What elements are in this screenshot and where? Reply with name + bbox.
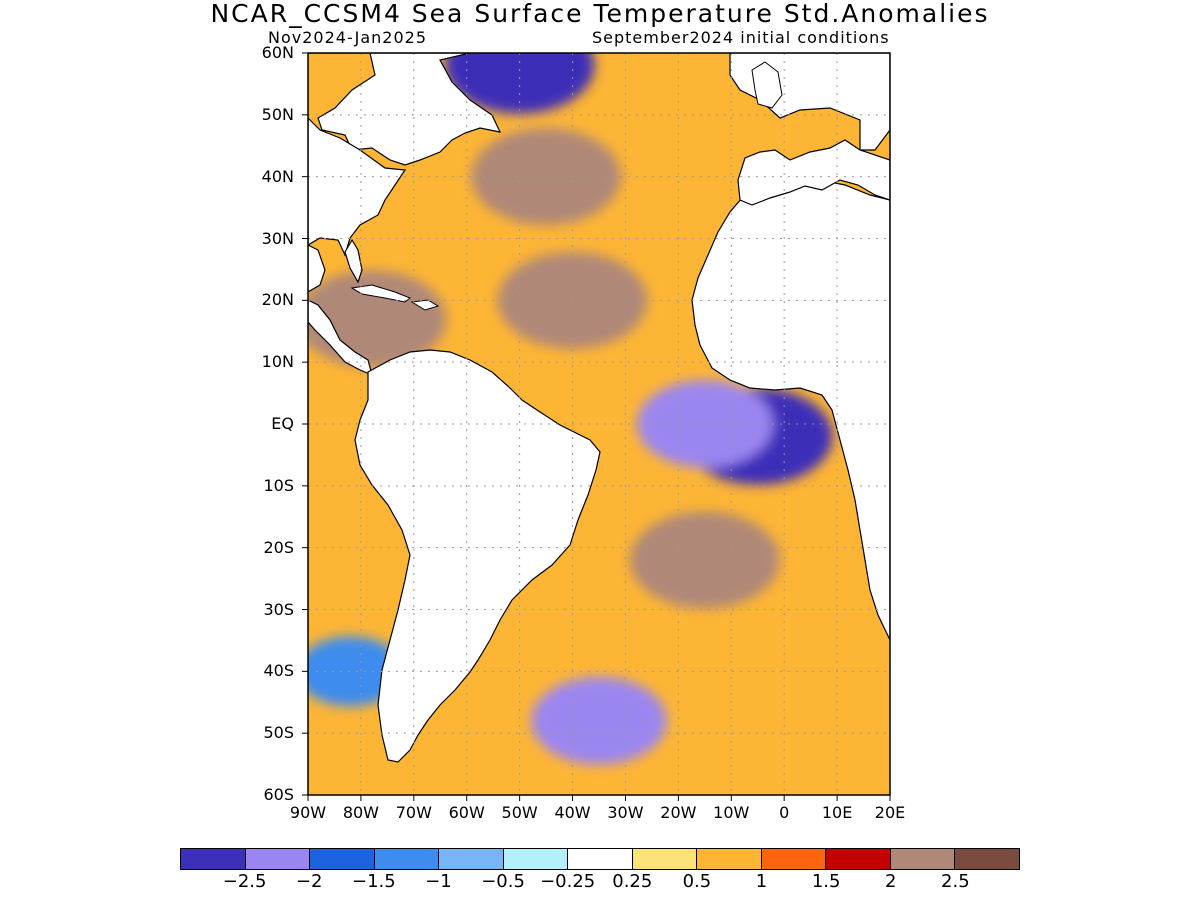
colorbar-swatch xyxy=(955,849,1019,869)
lon-label: 40W xyxy=(554,803,591,822)
anomaly-region-south-subtropical-warm xyxy=(629,511,780,609)
lat-label: 50S xyxy=(263,723,294,743)
british-isles-land xyxy=(751,61,783,109)
colorbar-label: −1 xyxy=(425,871,452,892)
colorbar-label: −0.25 xyxy=(540,871,596,892)
lon-label: 60W xyxy=(448,803,485,822)
colorbar-label: −1.5 xyxy=(351,871,396,892)
lat-label: 20S xyxy=(263,537,294,557)
cuba-land xyxy=(350,284,411,303)
lon-label: 10E xyxy=(821,803,853,822)
colorbar-swatch xyxy=(439,849,504,869)
colorbar-label: −0.5 xyxy=(481,871,525,892)
lat-label: 60S xyxy=(263,785,294,804)
colorbar-label: −2 xyxy=(295,871,323,892)
lon-label: 50W xyxy=(501,803,538,822)
map-title: NCAR_CCSM4 Sea Surface Temperature Std.A… xyxy=(210,0,990,28)
colorbar-swatch xyxy=(503,849,569,869)
colorbar-label: 1 xyxy=(755,871,768,892)
florida-land xyxy=(344,238,363,284)
land-masses xyxy=(308,53,890,763)
colorbar-swatch xyxy=(310,849,375,869)
lat-label: 20N xyxy=(261,290,294,310)
lat-label: 40N xyxy=(261,166,294,186)
lat-label: 10N xyxy=(261,352,294,372)
colorbar-label: 0.5 xyxy=(682,871,712,892)
north-america-land xyxy=(308,53,502,166)
lon-label: 70W xyxy=(395,803,432,822)
colorbar-swatch xyxy=(761,849,827,869)
lon-label: 80W xyxy=(342,803,379,822)
lat-label: 30N xyxy=(261,228,294,248)
initial-conditions: September2024 initial conditions xyxy=(592,28,890,47)
colorbar-swatch xyxy=(568,849,633,869)
lat-label: EQ xyxy=(271,414,294,433)
eastern-us-land xyxy=(308,117,407,257)
colorbar-swatch xyxy=(826,849,891,869)
colorbar-swatch xyxy=(245,849,311,869)
anomaly-region-north-atlantic-cold xyxy=(444,53,595,114)
colorbar-swatch xyxy=(374,849,440,869)
lat-label: 60N xyxy=(261,43,294,62)
lat-label: 10S xyxy=(263,475,294,495)
graticule xyxy=(308,53,890,795)
colorbar-label: 2 xyxy=(885,871,897,892)
colorbar-swatch xyxy=(697,849,762,869)
lat-label: 40S xyxy=(263,661,294,681)
anomaly-region-guinea-coast-cold xyxy=(636,380,773,468)
lat-label: 30S xyxy=(263,599,294,619)
colorbar-label: −2.5 xyxy=(222,871,267,892)
colorbar-swatch xyxy=(181,849,246,869)
lon-label: 20W xyxy=(660,803,697,822)
anomaly-region-southwest-cold xyxy=(531,676,667,765)
lon-label: 10W xyxy=(713,803,750,822)
colorbar-swatch xyxy=(890,849,956,869)
lon-label: 0 xyxy=(779,803,790,822)
colorbar-label: 0.25 xyxy=(612,871,653,892)
colorbar-swatch xyxy=(632,849,698,869)
anomaly-region-subtropical-north-warm xyxy=(471,128,622,226)
colorbar-label: 2.5 xyxy=(941,871,970,892)
lon-label: 30W xyxy=(607,803,644,822)
colorbar xyxy=(180,848,1020,870)
lon-label: 20E xyxy=(874,803,906,822)
lon-label: 90W xyxy=(289,803,327,822)
forecast-period: Nov2024-Jan2025 xyxy=(268,28,427,47)
lat-label: 50N xyxy=(261,104,294,124)
colorbar-label: 1.5 xyxy=(811,871,841,892)
hispaniola-land xyxy=(410,299,440,311)
south-america-land xyxy=(354,349,601,763)
